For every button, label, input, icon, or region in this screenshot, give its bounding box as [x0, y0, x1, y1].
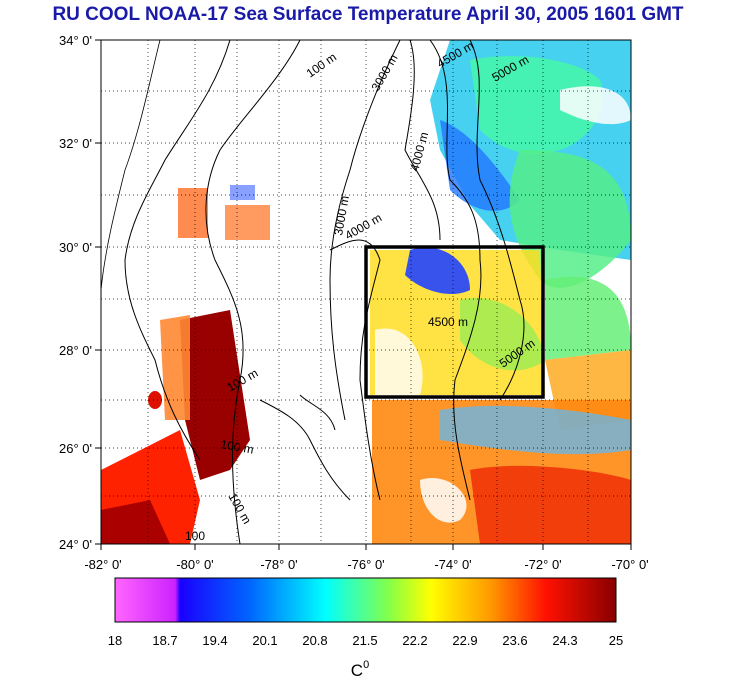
study-area-box [364, 245, 545, 399]
contour-label: 3000 m [331, 195, 352, 237]
colorbar-tick: 18 [108, 633, 122, 648]
lat-tick: 28° 0' [59, 343, 92, 358]
contour-label: 100 [185, 529, 205, 543]
colorbar-tick: 22.9 [452, 633, 477, 648]
colorbar-tick: 21.5 [352, 633, 377, 648]
contour-label: 4500 m [428, 315, 468, 329]
lon-tick: -80° 0' [176, 557, 213, 572]
lat-tick: 24° 0' [59, 537, 92, 552]
lon-tick: -78° 0' [260, 557, 297, 572]
lat-tick: 30° 0' [59, 240, 92, 255]
lon-tick: -82° 0' [84, 557, 121, 572]
tick-marks [95, 39, 632, 550]
colorbar-tick: 19.4 [202, 633, 227, 648]
colorbar-tick: 18.7 [152, 633, 177, 648]
lon-tick-labels: -82° 0' -80° 0' -78° 0' -76° 0' -74° 0' … [84, 557, 648, 572]
colorbar-tick: 20.1 [252, 633, 277, 648]
lon-tick: -70° 0' [611, 557, 648, 572]
contour-label: 100 m [219, 437, 254, 457]
lat-tick: 34° 0' [59, 33, 92, 48]
colorbar-tick: 23.6 [502, 633, 527, 648]
colorbar-unit: C0 [351, 659, 369, 680]
lat-tick: 32° 0' [59, 136, 92, 151]
lat-tick: 26° 0' [59, 441, 92, 456]
lon-tick: -74° 0' [434, 557, 471, 572]
colorbar [114, 577, 617, 623]
colorbar-tick: 25 [609, 633, 623, 648]
lat-tick-labels: 34° 0' 32° 0' 30° 0' 28° 0' 26° 0' 24° 0… [59, 33, 92, 552]
colorbar-tick: 24.3 [552, 633, 577, 648]
map-title: RU COOL NOAA-17 Sea Surface Temperature … [52, 4, 684, 25]
lon-tick: -72° 0' [524, 557, 561, 572]
bathymetry-contours [124, 40, 525, 544]
colorbar-tick-labels: 18 18.7 19.4 20.1 20.8 21.5 22.2 22.9 23… [108, 633, 623, 648]
colorbar-tick: 20.8 [302, 633, 327, 648]
lon-tick: -76° 0' [347, 557, 384, 572]
colorbar-tick: 22.2 [402, 633, 427, 648]
